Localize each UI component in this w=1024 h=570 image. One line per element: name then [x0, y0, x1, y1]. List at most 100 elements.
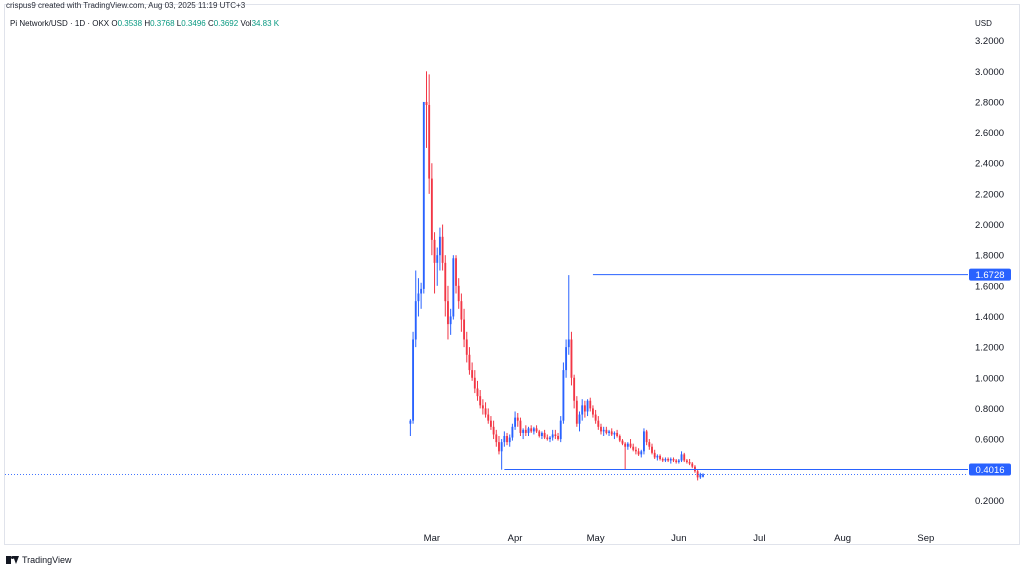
- candle: [425, 71, 428, 148]
- y-tick-label: 2.6000: [975, 128, 1004, 139]
- candle-body: [519, 420, 522, 433]
- candle: [573, 374, 576, 409]
- candle-body: [460, 301, 463, 320]
- candle-body: [441, 236, 444, 263]
- candle: [586, 399, 589, 417]
- candle: [511, 423, 514, 441]
- candle: [535, 425, 538, 433]
- candle-body: [514, 417, 517, 427]
- candle: [447, 285, 449, 340]
- candle-body: [479, 396, 482, 406]
- candle-body: [570, 339, 573, 378]
- candle: [489, 416, 492, 430]
- candle: [506, 432, 508, 446]
- candle-body: [589, 400, 592, 409]
- symbol-label[interactable]: Pi Network/USD · 1D · OKX: [10, 19, 110, 28]
- candle: [675, 458, 678, 464]
- candle: [549, 435, 551, 443]
- candle-body: [543, 432, 546, 438]
- x-tick-label: May: [587, 533, 605, 544]
- candle-body: [546, 437, 549, 440]
- candle: [479, 390, 482, 409]
- candle: [618, 434, 621, 443]
- y-tick-label: 3.0000: [975, 67, 1004, 78]
- candle: [696, 469, 699, 481]
- candle-body: [616, 432, 619, 436]
- candle-body: [680, 454, 683, 461]
- candle: [554, 429, 557, 440]
- candle-body: [659, 455, 661, 459]
- candle: [664, 457, 667, 463]
- candle: [422, 101, 425, 294]
- candle-body: [420, 288, 423, 294]
- y-tick-label: 1.6000: [975, 281, 1004, 292]
- candle: [680, 451, 683, 463]
- candle-body: [559, 420, 562, 440]
- candle: [508, 434, 511, 447]
- candle: [428, 74, 431, 194]
- candle: [444, 255, 447, 317]
- candle-body: [422, 101, 425, 289]
- candle: [433, 232, 436, 294]
- candle: [626, 442, 629, 450]
- candle-body: [522, 429, 525, 433]
- candle-body: [524, 429, 527, 433]
- candle-body: [506, 435, 508, 443]
- candle-body: [621, 440, 624, 444]
- currency-label[interactable]: USD: [975, 19, 992, 28]
- candle: [691, 462, 694, 469]
- candle: [600, 423, 602, 435]
- tradingview-brand: TradingView: [22, 555, 72, 565]
- candle-body: [664, 458, 667, 461]
- candle: [438, 227, 441, 271]
- candle-body: [425, 101, 428, 106]
- candle: [441, 224, 444, 271]
- candle: [669, 457, 672, 464]
- candle-body: [487, 414, 490, 421]
- candle-body: [503, 435, 506, 443]
- candle-body: [669, 458, 672, 461]
- y-tick-label: 1.8000: [975, 251, 1004, 262]
- candle: [621, 439, 624, 446]
- candle: [463, 308, 466, 348]
- candle: [471, 362, 474, 381]
- candle: [417, 278, 420, 317]
- candle: [608, 429, 610, 436]
- candle: [610, 428, 613, 436]
- candle: [457, 278, 460, 309]
- open-value: 0.3538: [117, 19, 143, 28]
- y-tick-label: 2.0000: [975, 220, 1004, 231]
- candle-body: [481, 405, 484, 409]
- candle-body: [530, 428, 533, 432]
- candle: [455, 255, 457, 294]
- candles-layer: [409, 71, 704, 481]
- tradingview-footer[interactable]: TradingView: [6, 555, 72, 565]
- candle-body: [592, 408, 594, 415]
- candle: [516, 413, 519, 427]
- candle: [532, 426, 535, 435]
- candle-body: [688, 462, 691, 464]
- candle-body: [428, 105, 431, 179]
- candle-body: [685, 460, 688, 463]
- time-axis: Mar Apr May Jun Jul Aug Sep: [424, 533, 935, 544]
- candle-body: [653, 452, 656, 458]
- candle-body: [447, 301, 449, 325]
- high-value: 0.3768: [150, 19, 175, 28]
- x-tick-label: Jun: [671, 533, 686, 544]
- candle: [592, 405, 594, 418]
- candle: [699, 472, 702, 479]
- candle: [492, 420, 495, 440]
- candle-body: [672, 458, 675, 461]
- candle-body: [409, 420, 412, 424]
- candle: [667, 457, 670, 463]
- candle-body: [583, 405, 586, 412]
- candle: [672, 457, 675, 463]
- candle: [581, 399, 584, 421]
- candle: [495, 429, 498, 447]
- candle: [567, 275, 570, 355]
- candle: [414, 270, 417, 348]
- candle-body: [667, 458, 670, 461]
- candle: [522, 428, 525, 440]
- level-badge: 0.4016: [969, 463, 1011, 476]
